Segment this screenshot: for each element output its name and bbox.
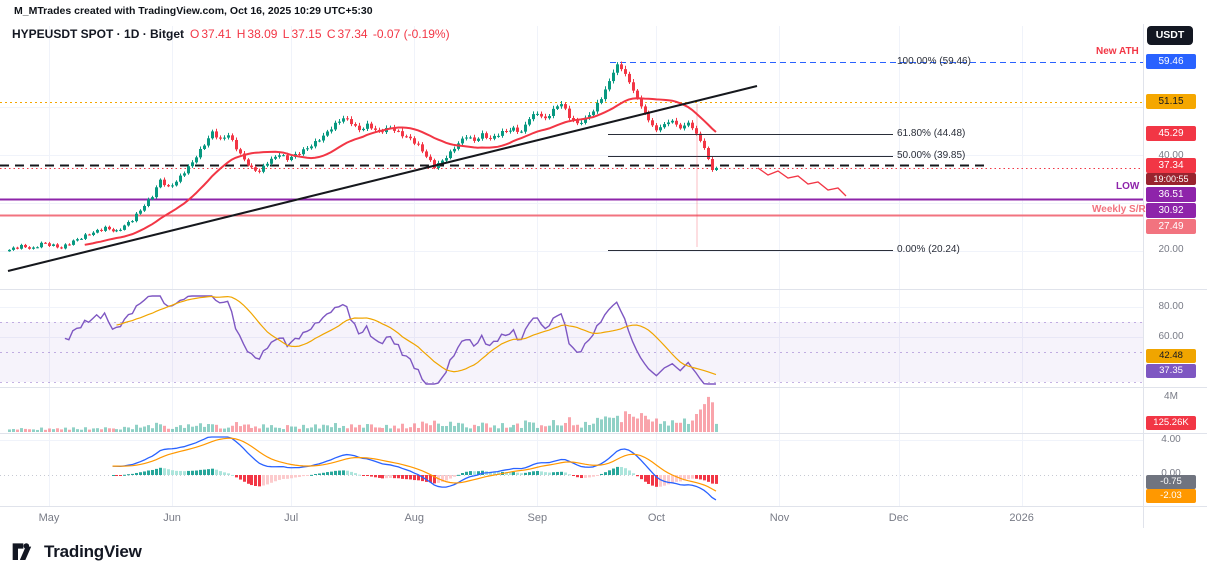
weekly-sr-price-label: 27.49 — [1146, 219, 1196, 234]
currency-toggle-button[interactable]: USDT — [1147, 26, 1193, 45]
candle-countdown-label: 19:00:55 — [1146, 173, 1196, 185]
macd-tick-4: 4.00 — [1161, 434, 1181, 445]
tradingview-logo-icon — [12, 543, 32, 560]
fib-label-100: 100.00% (59.46) — [897, 56, 971, 67]
time-axis-label: Dec — [888, 512, 909, 524]
fib-label-618: 61.80% (44.48) — [897, 128, 966, 139]
price-tick-40: 40.00 — [1158, 150, 1184, 161]
ma-price-label: 45.29 — [1146, 126, 1196, 141]
high-label: H — [236, 27, 246, 41]
time-axis-label: 2026 — [1009, 512, 1034, 524]
fib-label-50: 50.00% (39.85) — [897, 150, 966, 161]
close-label: C — [326, 27, 336, 41]
fib-label-0: 0.00% (20.24) — [897, 244, 960, 255]
macd-tick-0: 0.00 — [1161, 468, 1181, 479]
low-annotation: LOW — [1116, 181, 1140, 192]
time-axis-label: May — [38, 512, 60, 524]
close-value: 37.34 — [337, 27, 368, 41]
time-axis-label: Jul — [284, 512, 299, 524]
chart-header: HYPEUSDT SPOT · 1D · Bitget O 37.41 H 38.0… — [12, 27, 452, 41]
volume-value-label: 125.26K — [1146, 416, 1196, 430]
change-value: -0.07 (-0.19%) — [372, 27, 450, 41]
macd-value-label: -0.75 — [1146, 475, 1196, 489]
tradingview-logo[interactable]: TradingView — [12, 540, 142, 564]
time-axis-label: Nov — [769, 512, 790, 524]
watermark: M_MTrades created with TradingView.com, … — [14, 5, 373, 17]
rsi-ma-value-label: 42.48 — [1146, 349, 1196, 363]
tradingview-brand-text: TradingView — [44, 542, 142, 561]
weekly-sr-annotation: Weekly S/R — [1092, 204, 1146, 215]
high-value: 38.09 — [247, 27, 278, 41]
low-label: L — [282, 27, 290, 41]
low-value: 37.15 — [291, 27, 322, 41]
golden-level-price-label: 51.15 — [1146, 94, 1196, 109]
ohlc-readout: O 37.41 H 38.09 L 37.15 C 37.34 -0.07 (-0.19… — [190, 27, 452, 41]
time-axis[interactable]: May Jun Jul Aug Sep Oct Nov Dec 2026 — [0, 507, 1143, 529]
time-axis-label: Aug — [404, 512, 425, 524]
last-price-label: 37.34 — [1146, 158, 1196, 173]
new-ath-annotation: New ATH — [1096, 46, 1139, 57]
rsi-tick-60: 60.00 — [1158, 331, 1184, 342]
symbol-title[interactable]: HYPEUSDT SPOT · 1D · Bitget — [12, 27, 185, 41]
open-value: 37.41 — [201, 27, 232, 41]
time-axis-label: Oct — [647, 512, 665, 524]
support-price-label: 30.92 — [1146, 203, 1196, 218]
time-axis-label: Sep — [527, 512, 548, 524]
rsi-tick-80: 80.00 — [1158, 301, 1184, 312]
time-axis-label: Jun — [163, 512, 181, 524]
ath-price-label: 59.46 — [1146, 54, 1196, 69]
volume-tick-4m: 4M — [1164, 391, 1178, 402]
rsi-value-label: 37.35 — [1146, 364, 1196, 378]
price-tick-20: 20.00 — [1158, 244, 1184, 255]
open-label: O — [190, 27, 200, 41]
macd-signal-value-label: -2.03 — [1146, 489, 1196, 503]
low-price-label: 36.51 — [1146, 187, 1196, 202]
